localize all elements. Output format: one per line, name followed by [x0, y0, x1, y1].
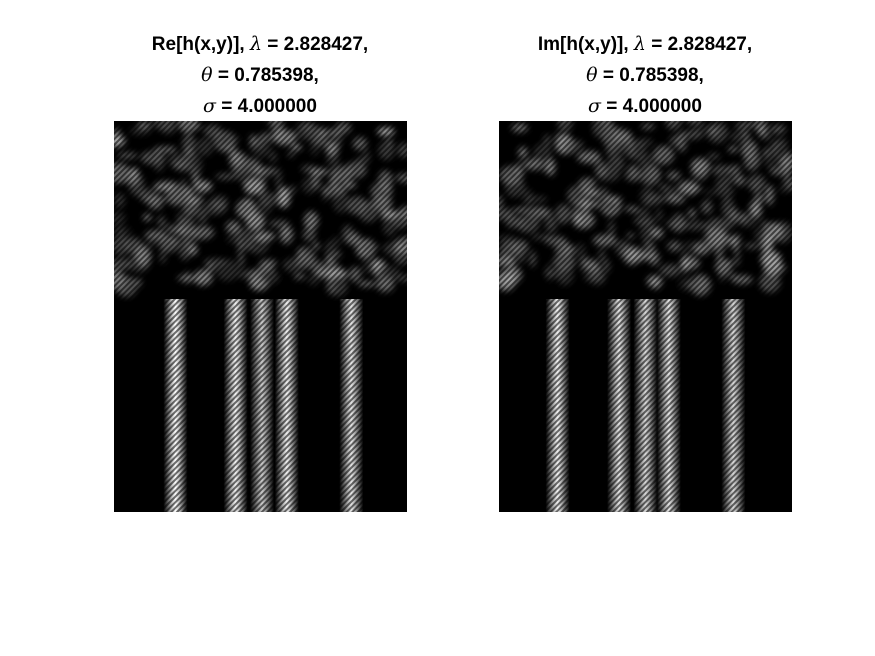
imaginary-part-image-svg: [499, 121, 792, 512]
diagonal-hatch-overlay: [499, 121, 792, 512]
right-title-line-1: Im[h(x,y)], λ = 2.828427,: [537, 33, 753, 55]
right-title-line-3: σ = 4.000000: [588, 95, 702, 117]
right-title-line-2: θ = 0.785398,: [586, 64, 704, 86]
right-panel-title: Im[h(x,y)], λ = 2.828427, θ = 0.785398, …: [465, 29, 825, 122]
imaginary-part-image: [499, 121, 792, 512]
real-part-image: [114, 121, 407, 512]
left-panel-title: Re[h(x,y)], λ = 2.828427, θ = 0.785398, …: [80, 29, 440, 122]
left-title-line-1: Re[h(x,y)], λ = 2.828427,: [151, 33, 369, 55]
left-title-line-2: θ = 0.785398,: [201, 64, 319, 86]
left-title-line-3: σ = 4.000000: [203, 95, 317, 117]
real-part-image-svg: [114, 121, 407, 512]
diagonal-hatch-overlay: [114, 121, 407, 512]
